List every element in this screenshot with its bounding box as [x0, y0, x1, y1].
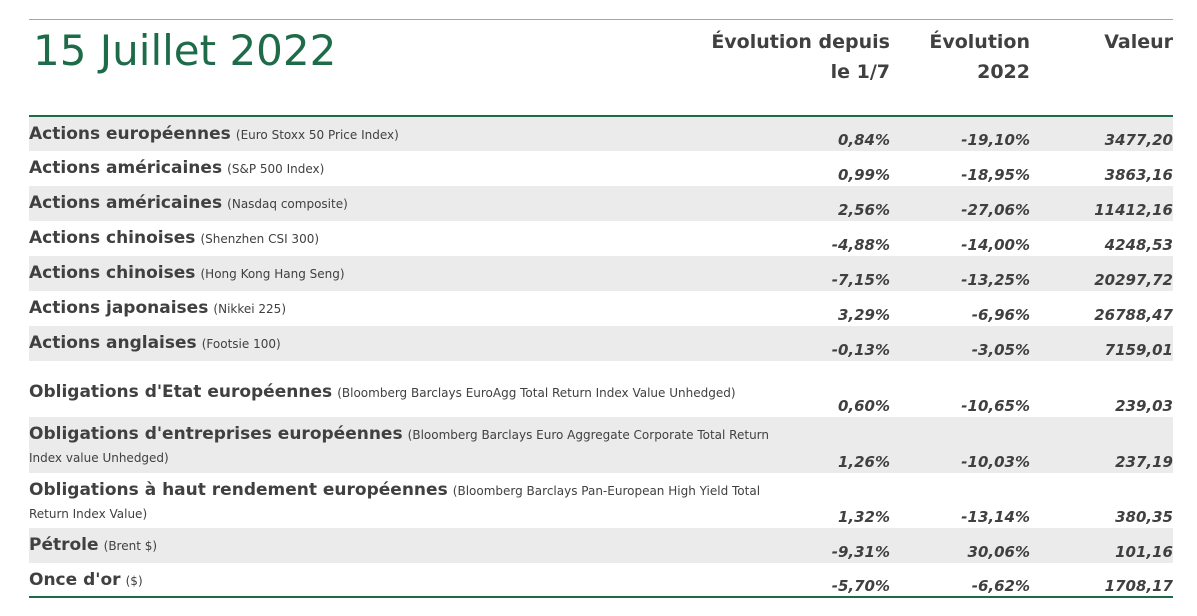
row-label: Obligations à haut rendement européennes…	[29, 479, 769, 525]
table-row: Actions chinoises (Hong Kong Hang Seng) …	[29, 256, 1173, 291]
header-evolution-ytd-line1: Évolution	[929, 31, 1030, 53]
header-value-label: Valeur	[1104, 31, 1173, 53]
row-value: 3477,20	[1104, 131, 1173, 149]
row-evolution-ytd: -10,65%	[961, 397, 1030, 415]
table-row: Actions japonaises (Nikkei 225) 3,29% -6…	[29, 291, 1173, 326]
row-evolution-since: -5,70%	[831, 577, 890, 595]
row-evolution-since: 2,56%	[837, 201, 890, 219]
row-asset: Actions américaines	[29, 158, 223, 178]
header-evolution-since-line1: Évolution depuis	[711, 31, 890, 53]
row-index-note: (Shenzhen CSI 300)	[200, 232, 320, 246]
header-evolution-ytd-line2: 2022	[977, 61, 1030, 83]
table-row: Obligations d'Etat européennes (Bloomber…	[29, 361, 1173, 417]
row-asset: Obligations à haut rendement européennes	[29, 480, 448, 500]
row-evolution-ytd: -14,00%	[961, 236, 1030, 254]
header-separator	[29, 115, 1173, 117]
market-table: Actions européennes (Euro Stoxx 50 Price…	[29, 117, 1173, 597]
header-value: Valeur	[1040, 27, 1173, 57]
row-asset: Obligations d'entreprises européennes	[29, 424, 403, 444]
row-asset: Actions européennes	[29, 124, 231, 144]
row-evolution-since: 3,29%	[837, 306, 890, 324]
row-evolution-since: 1,32%	[837, 508, 890, 526]
row-value: 20297,72	[1094, 271, 1173, 289]
row-value: 1708,17	[1104, 577, 1173, 595]
row-index-note: (Hong Kong Hang Seng)	[200, 267, 345, 281]
row-index-note: ($)	[125, 574, 143, 588]
table-row: Obligations à haut rendement européennes…	[29, 473, 1173, 528]
row-index-note: (Brent $)	[103, 539, 158, 553]
row-evolution-since: -0,13%	[831, 341, 890, 359]
row-evolution-since: -9,31%	[831, 543, 890, 561]
row-label: Obligations d'entreprises européennes (B…	[29, 423, 769, 469]
bottom-rule	[29, 596, 1173, 598]
table-row: Obligations d'entreprises européennes (B…	[29, 417, 1173, 473]
row-value: 237,19	[1115, 453, 1173, 471]
row-asset: Actions anglaises	[29, 333, 197, 353]
row-label: Pétrole (Brent $)	[29, 534, 769, 557]
header-evolution-since: Évolution depuis le 1/7	[700, 27, 890, 87]
row-evolution-ytd: -18,95%	[961, 166, 1030, 184]
header-evolution-ytd: Évolution 2022	[900, 27, 1030, 87]
row-evolution-since: 0,84%	[837, 131, 890, 149]
header-evolution-since-line2: le 1/7	[830, 61, 890, 83]
top-rule	[29, 19, 1173, 20]
row-evolution-since: -4,88%	[831, 236, 890, 254]
row-label: Once d'or ($)	[29, 569, 769, 592]
row-label: Actions européennes (Euro Stoxx 50 Price…	[29, 123, 769, 146]
row-evolution-since: -7,15%	[831, 271, 890, 289]
row-evolution-ytd: -13,25%	[961, 271, 1030, 289]
row-value: 3863,16	[1104, 166, 1173, 184]
row-label: Actions chinoises (Hong Kong Hang Seng)	[29, 262, 769, 285]
row-value: 7159,01	[1104, 341, 1173, 359]
row-value: 239,03	[1115, 397, 1173, 415]
table-row: Once d'or ($) -5,70% -6,62% 1708,17	[29, 563, 1173, 597]
row-label: Actions japonaises (Nikkei 225)	[29, 297, 769, 320]
row-evolution-ytd: -6,62%	[971, 577, 1030, 595]
table-row: Actions américaines (Nasdaq composite) 2…	[29, 186, 1173, 221]
row-evolution-ytd: -13,14%	[961, 508, 1030, 526]
row-asset: Obligations d'Etat européennes	[29, 382, 333, 402]
row-value: 11412,16	[1094, 201, 1173, 219]
row-evolution-ytd: -3,05%	[971, 341, 1030, 359]
row-value: 380,35	[1115, 508, 1173, 526]
row-index-note: (Euro Stoxx 50 Price Index)	[235, 128, 399, 142]
page-title: 15 Juillet 2022	[33, 26, 337, 75]
row-value: 26788,47	[1094, 306, 1173, 324]
row-asset: Actions chinoises	[29, 263, 196, 283]
table-row: Actions anglaises (Footsie 100) -0,13% -…	[29, 326, 1173, 361]
row-evolution-ytd: -6,96%	[971, 306, 1030, 324]
row-evolution-ytd: -27,06%	[961, 201, 1030, 219]
row-index-note: (Bloomberg Barclays Pan-European High Yi…	[29, 484, 761, 521]
row-label: Actions américaines (S&P 500 Index)	[29, 157, 769, 180]
row-asset: Actions américaines	[29, 193, 223, 213]
row-index-note: (Bloomberg Barclays EuroAgg Total Return…	[337, 386, 736, 400]
row-index-note: (S&P 500 Index)	[227, 162, 325, 176]
row-label: Actions anglaises (Footsie 100)	[29, 332, 769, 355]
table-row: Pétrole (Brent $) -9,31% 30,06% 101,16	[29, 528, 1173, 563]
row-label: Obligations d'Etat européennes (Bloomber…	[29, 381, 769, 404]
row-asset: Actions japonaises	[29, 298, 209, 318]
table-row: Actions américaines (S&P 500 Index) 0,99…	[29, 151, 1173, 186]
row-index-note: (Bloomberg Barclays Euro Aggregate Corpo…	[29, 428, 770, 465]
row-evolution-since: 0,99%	[837, 166, 890, 184]
row-label: Actions américaines (Nasdaq composite)	[29, 192, 769, 215]
row-evolution-ytd: -19,10%	[961, 131, 1030, 149]
row-asset: Pétrole	[29, 535, 99, 555]
row-asset: Once d'or	[29, 570, 121, 590]
row-evolution-ytd: 30,06%	[967, 543, 1030, 561]
table-row: Actions européennes (Euro Stoxx 50 Price…	[29, 117, 1173, 151]
row-index-note: (Footsie 100)	[201, 337, 281, 351]
table-row: Actions chinoises (Shenzhen CSI 300) -4,…	[29, 221, 1173, 256]
row-value: 101,16	[1115, 543, 1173, 561]
row-value: 4248,53	[1104, 236, 1173, 254]
row-evolution-ytd: -10,03%	[961, 453, 1030, 471]
row-evolution-since: 1,26%	[837, 453, 890, 471]
row-asset: Actions chinoises	[29, 228, 196, 248]
row-evolution-since: 0,60%	[837, 397, 890, 415]
row-index-note: (Nasdaq composite)	[227, 197, 348, 211]
row-index-note: (Nikkei 225)	[213, 302, 287, 316]
row-label: Actions chinoises (Shenzhen CSI 300)	[29, 227, 769, 250]
